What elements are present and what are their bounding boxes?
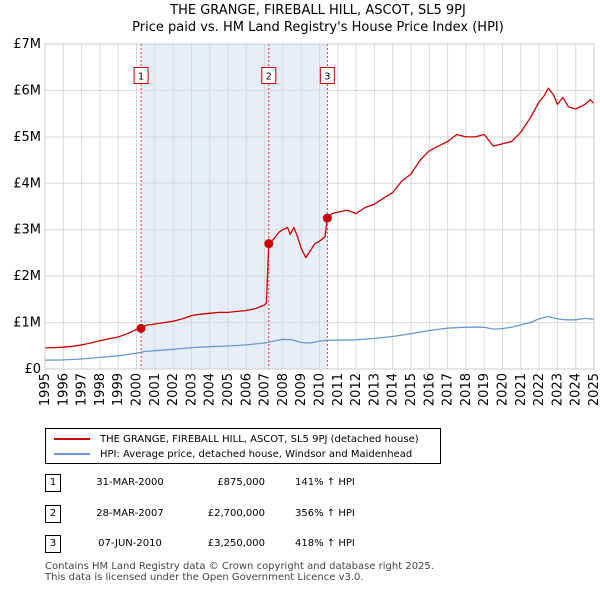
chart-subtitle: Price paid vs. HM Land Registry's House … [132,20,504,35]
x-tick-label: 2007 [258,373,273,406]
x-tick-label: 2018 [459,373,474,406]
transaction-marker [264,239,274,249]
y-tick-label: £7M [13,37,41,52]
plot-frame [44,43,595,370]
transaction-label-box [261,67,277,84]
legend: THE GRANGE, FIREBALL HILL, ASCOT, SL5 9P… [45,428,441,464]
x-tick-label: 2002 [166,373,181,406]
transaction-label-number: 3 [324,72,330,83]
table-row: 2 28-MAR-2007 £2,700,000 356% ↑ HPI [45,505,445,525]
transaction-hpi: 356% ↑ HPI [295,508,355,519]
y-tick-label: £2M [13,269,41,284]
transaction-price: £2,700,000 [207,508,265,519]
x-tick-label: 1997 [75,373,90,406]
transaction-date: 31-MAR-2000 [96,477,164,488]
x-tick-label: 2017 [441,373,456,406]
property-price-line [44,87,595,349]
x-tick-label: 2012 [349,373,364,406]
x-tick-label: 2011 [331,373,346,406]
x-tick-label: 2021 [514,373,529,406]
x-tick-label: 1995 [38,373,53,406]
x-tick-label: 2022 [532,373,547,406]
transaction-hpi: 141% ↑ HPI [295,477,355,488]
x-tick-label: 2006 [239,373,254,406]
legend-label-property: THE GRANGE, FIREBALL HILL, ASCOT, SL5 9P… [100,433,419,445]
transaction-label-box [319,67,335,84]
transaction-marker [136,323,146,333]
legend-item-hpi: HPI: Average price, detached house, Wind… [54,447,412,461]
transaction-number: 2 [45,505,61,523]
y-tick-label: £0 [24,362,41,377]
x-tick-label: 2024 [569,373,584,406]
x-tick-label: 2001 [148,373,163,406]
chart-title: THE GRANGE, FIREBALL HILL, ASCOT, SL5 9P… [169,3,466,18]
x-tick-label: 1998 [93,373,108,406]
hpi-line [44,315,595,361]
x-tick-label: 1999 [111,373,126,406]
footer-attribution: Contains HM Land Registry data © Crown c… [45,561,434,583]
transaction-date: 28-MAR-2007 [96,508,164,519]
x-tick-label: 2013 [367,373,382,406]
x-tick-label: 2014 [386,373,401,406]
x-tick-label: 2003 [184,373,199,406]
table-row: 1 31-MAR-2000 £875,000 141% ↑ HPI [45,474,445,494]
x-tick-label: 2020 [496,373,511,406]
x-tick-label: 2023 [550,373,565,406]
y-tick-label: £3M [13,223,41,238]
transaction-hpi: 418% ↑ HPI [295,538,355,549]
transaction-date: 07-JUN-2010 [98,538,162,549]
x-tick-label: 2009 [294,373,309,406]
y-tick-label: £4M [13,176,41,191]
transaction-label-box [133,67,149,84]
transaction-price: £875,000 [217,477,265,488]
transaction-number: 3 [45,535,61,553]
transaction-label-number: 1 [138,72,144,83]
footer-line-2: This data is licensed under the Open Gov… [45,572,364,583]
y-tick-label: £6M [13,83,41,98]
y-tick-label: £5M [13,130,41,145]
legend-swatch-property [54,438,90,440]
x-tick-label: 2025 [587,373,600,406]
table-row: 3 07-JUN-2010 £3,250,000 418% ↑ HPI [45,535,445,555]
legend-label-hpi: HPI: Average price, detached house, Wind… [100,448,413,460]
ownership-span [268,44,328,369]
ownership-span [141,44,269,369]
x-tick-label: 1996 [56,373,71,406]
legend-item-property: THE GRANGE, FIREBALL HILL, ASCOT, SL5 9P… [54,432,419,446]
x-tick-label: 2008 [276,373,291,406]
price-chart: THE GRANGE, FIREBALL HILL, ASCOT, SL5 9P… [13,3,600,406]
transaction-price: £3,250,000 [207,538,265,549]
transaction-label-number: 2 [266,72,272,83]
transaction-number: 1 [45,474,61,492]
x-tick-label: 2000 [130,373,145,406]
x-tick-label: 2016 [422,373,437,406]
x-tick-label: 2015 [404,373,419,406]
x-tick-label: 2004 [203,373,218,406]
x-tick-label: 2019 [477,373,492,406]
x-tick-label: 2005 [221,373,236,406]
x-tick-label: 2010 [313,373,328,406]
y-tick-label: £1M [13,316,41,331]
legend-swatch-hpi [54,453,90,455]
transaction-marker [322,213,332,223]
footer-line-1: Contains HM Land Registry data © Crown c… [45,561,434,572]
